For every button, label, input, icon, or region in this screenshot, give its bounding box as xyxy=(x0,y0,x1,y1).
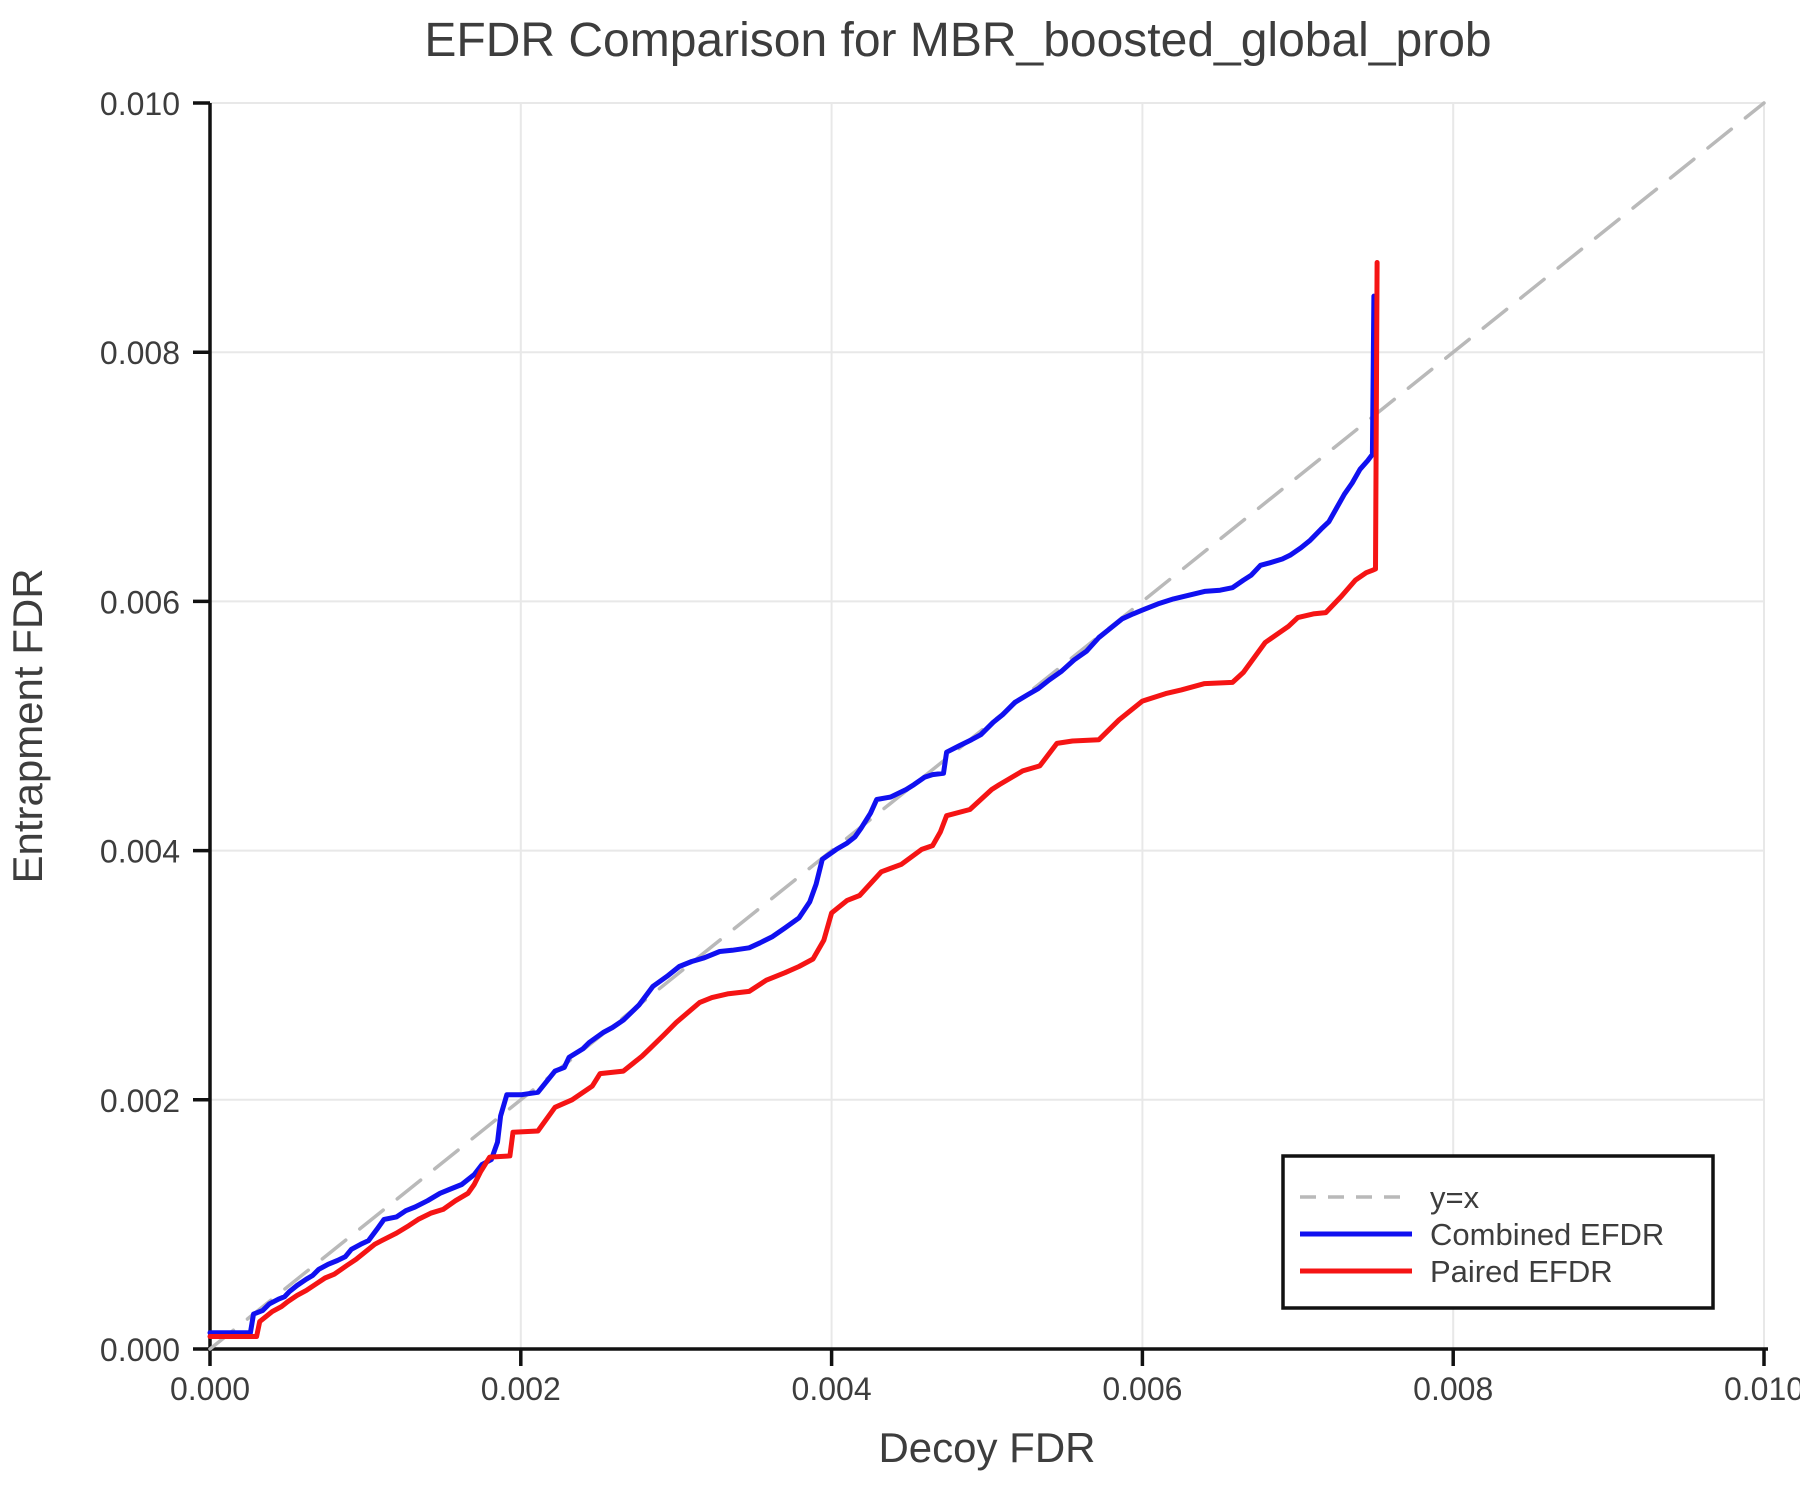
series-line-combined-efdr xyxy=(207,293,1377,1336)
x-tick-label-5: 0.010 xyxy=(1724,1371,1800,1407)
legend-label-1: Combined EFDR xyxy=(1430,1217,1664,1252)
legend-label-0: y=x xyxy=(1430,1180,1480,1215)
x-tick-label-0: 0.000 xyxy=(170,1371,250,1407)
legend-label-2: Paired EFDR xyxy=(1430,1254,1613,1289)
y-axis-label: Entrapment FDR xyxy=(4,568,51,883)
series-line-paired-efdr xyxy=(207,260,1380,1339)
y-tick-label-1: 0.002 xyxy=(100,1083,180,1119)
y-tick-label-0: 0.000 xyxy=(100,1332,180,1368)
tick-layer: 0.000 0.002 0.004 0.006 0.008 0.010 0.000 0.002… xyxy=(100,86,1800,1407)
chart-title: EFDR Comparison for MBR_boosted_global_p… xyxy=(424,14,1491,67)
y-tick-label-5: 0.010 xyxy=(100,86,180,122)
y-tick-label-2: 0.004 xyxy=(100,834,180,870)
series-layer xyxy=(207,101,1766,1351)
x-tick-label-2: 0.004 xyxy=(792,1371,872,1407)
y-tick-label-4: 0.008 xyxy=(100,335,180,371)
y-tick-label-3: 0.006 xyxy=(100,584,180,620)
x-tick-label-4: 0.008 xyxy=(1413,1371,1493,1407)
x-tick-label-3: 0.006 xyxy=(1102,1371,1182,1407)
x-axis-label: Decoy FDR xyxy=(878,1424,1095,1471)
x-tick-label-1: 0.002 xyxy=(481,1371,561,1407)
series-line-y-x xyxy=(208,101,1766,1351)
